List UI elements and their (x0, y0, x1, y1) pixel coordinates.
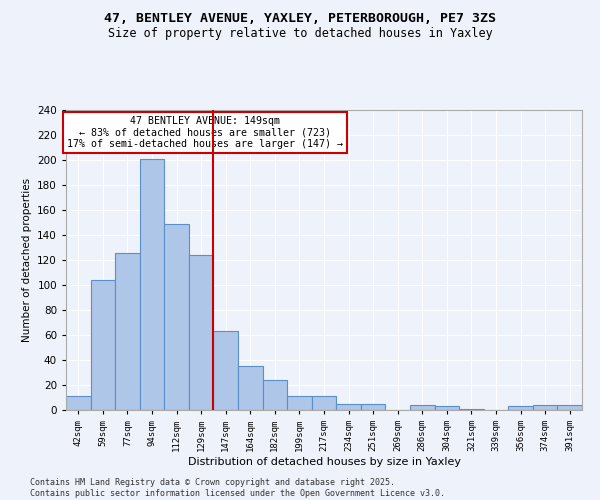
Bar (361, 404, 385, 410)
Bar (459, 409, 484, 410)
Text: Contains HM Land Registry data © Crown copyright and database right 2025.
Contai: Contains HM Land Registry data © Crown c… (30, 478, 445, 498)
Bar (533, 405, 557, 410)
Bar (164, 224, 189, 410)
Text: Size of property relative to detached houses in Yaxley: Size of property relative to detached ho… (107, 28, 493, 40)
Bar (238, 366, 263, 410)
Text: 47 BENTLEY AVENUE: 149sqm
← 83% of detached houses are smaller (723)
17% of semi: 47 BENTLEY AVENUE: 149sqm ← 83% of detac… (67, 116, 343, 149)
Text: 47, BENTLEY AVENUE, YAXLEY, PETERBOROUGH, PE7 3ZS: 47, BENTLEY AVENUE, YAXLEY, PETERBOROUGH… (104, 12, 496, 26)
Bar (115, 252, 140, 410)
Bar (410, 405, 434, 410)
Bar (336, 404, 361, 410)
X-axis label: Distribution of detached houses by size in Yaxley: Distribution of detached houses by size … (187, 457, 461, 467)
Bar (312, 396, 336, 410)
Bar (434, 406, 459, 410)
Bar (508, 406, 533, 410)
Bar (189, 255, 214, 410)
Bar (214, 331, 238, 410)
Bar (140, 159, 164, 410)
Y-axis label: Number of detached properties: Number of detached properties (22, 178, 32, 342)
Bar (91, 280, 115, 410)
Bar (557, 405, 582, 410)
Bar (66, 396, 91, 410)
Bar (287, 396, 312, 410)
Bar (263, 380, 287, 410)
